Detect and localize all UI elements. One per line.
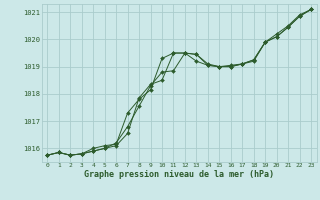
X-axis label: Graphe pression niveau de la mer (hPa): Graphe pression niveau de la mer (hPa) xyxy=(84,170,274,179)
